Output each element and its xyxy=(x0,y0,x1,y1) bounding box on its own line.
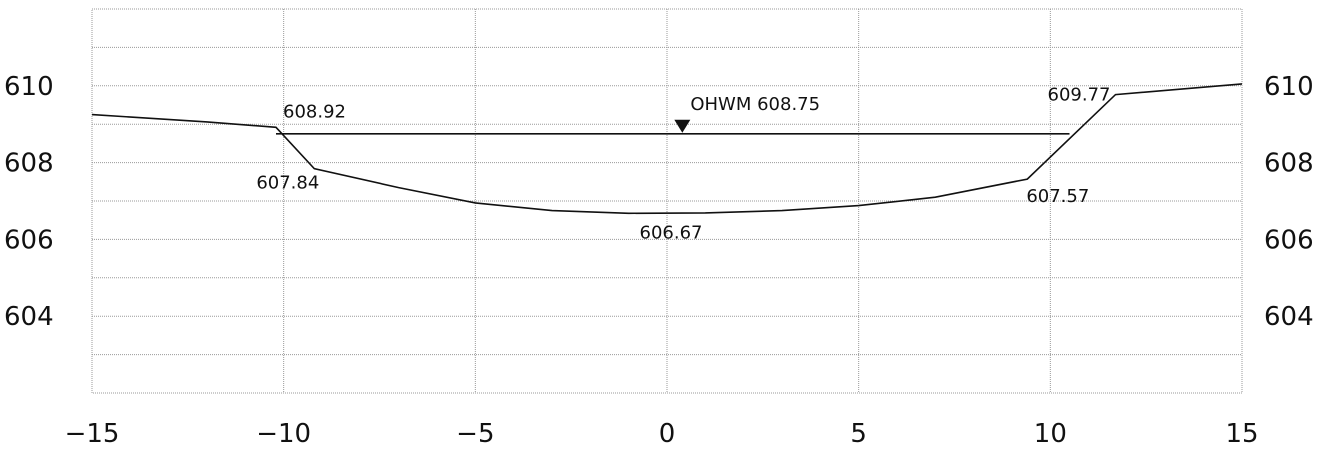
x-tick-label: −15 xyxy=(65,419,120,449)
series-group xyxy=(91,83,1243,215)
y-tick-label-left: 606 xyxy=(4,225,54,255)
elevation-label: 608.92 xyxy=(283,101,346,122)
y-axis-left-labels: 604 606 608 610 xyxy=(4,72,54,332)
y-tick-label-right: 604 xyxy=(1264,302,1314,332)
y-tick-label-left: 608 xyxy=(4,149,54,179)
elevation-label: 607.84 xyxy=(256,173,319,194)
elevation-label: 607.57 xyxy=(1026,186,1089,207)
ground-profile-line xyxy=(91,83,1243,215)
x-tick-label: −10 xyxy=(256,419,311,449)
y-tick-label-left: 604 xyxy=(4,302,54,332)
x-axis-labels: −15 −10 −5 0 5 10 15 xyxy=(65,419,1259,449)
y-axis-right-labels: 604 606 608 610 xyxy=(1264,72,1314,332)
y-tick-label-left: 610 xyxy=(4,72,54,102)
annotations-group: OHWM 608.75 608.92 607.84 606.67 607.57 609.7… xyxy=(256,85,1110,244)
y-tick-label-right: 608 xyxy=(1264,149,1314,179)
ohwm-triangle-icon xyxy=(674,119,691,133)
x-tick-label: 0 xyxy=(659,419,676,449)
y-tick-label-right: 606 xyxy=(1264,225,1314,255)
grid xyxy=(91,8,1243,394)
elevation-label: OHWM 608.75 xyxy=(690,94,820,115)
x-tick-label: −5 xyxy=(456,419,494,449)
x-tick-label: 10 xyxy=(1034,419,1067,449)
elevation-label: 609.77 xyxy=(1048,85,1111,106)
elevation-label: 606.67 xyxy=(640,223,703,244)
y-tick-label-right: 610 xyxy=(1264,72,1314,102)
x-tick-label: 15 xyxy=(1225,419,1258,449)
x-tick-label: 5 xyxy=(850,419,867,449)
